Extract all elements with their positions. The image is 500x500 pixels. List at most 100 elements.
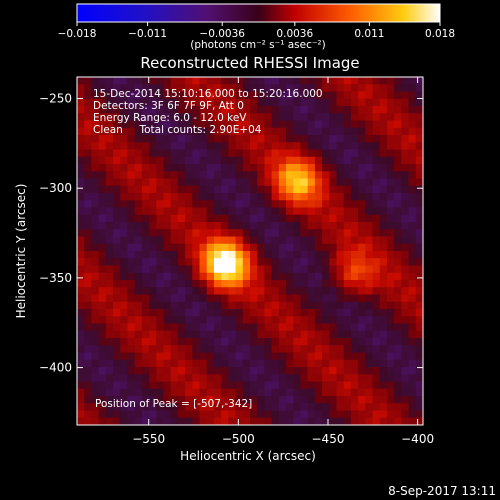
heatmap-cell (206, 330, 215, 339)
heatmap-cell (257, 417, 266, 425)
heatmap-cell (235, 396, 244, 404)
heatmap-cell (379, 388, 388, 397)
heatmap-cell (156, 164, 165, 172)
heatmap-cell (199, 323, 208, 332)
heatmap-cell (278, 330, 287, 339)
heatmap-cell (77, 185, 85, 194)
heatmap-cell (379, 352, 388, 361)
heatmap-cell (221, 251, 229, 259)
heatmap-cell (228, 338, 237, 346)
heatmap-cell (300, 127, 309, 136)
heatmap-cell (386, 345, 395, 354)
heatmap-cell (105, 323, 114, 332)
heatmap-cell (286, 185, 294, 194)
heatmap-cell (91, 388, 100, 397)
heatmap-cell (336, 214, 345, 223)
heatmap-cell (149, 309, 157, 317)
heatmap-cell (91, 164, 100, 172)
heatmap-cell (286, 280, 294, 288)
heatmap-cell (156, 91, 165, 100)
heatmap-cell (221, 178, 229, 187)
heatmap-cell (156, 229, 165, 238)
heatmap-cell (120, 309, 129, 317)
heatmap-cell (336, 294, 345, 303)
heatmap-cell (408, 84, 417, 93)
heatmap-cell (141, 106, 150, 114)
heatmap-cell (113, 98, 121, 107)
heatmap-cell (336, 403, 345, 412)
heatmap-cell (228, 200, 237, 209)
heatmap-cell (415, 200, 423, 209)
heatmap-cell (350, 251, 359, 259)
heatmap-cell (386, 135, 395, 143)
heatmap-cell (206, 258, 215, 267)
heatmap-cell (365, 280, 374, 288)
heatmap-cell (242, 98, 251, 107)
heatmap-cell (379, 396, 388, 404)
heatmap-cell (113, 171, 121, 180)
heatmap-cell (257, 127, 266, 136)
heatmap-cell (350, 120, 359, 129)
heatmap-cell (221, 330, 229, 339)
heatmap-cell (250, 323, 258, 332)
heatmap-cell (307, 381, 316, 390)
heatmap-cell (278, 258, 287, 267)
heatmap-cell (278, 185, 287, 194)
heatmap-cell (322, 301, 330, 310)
heatmap-cell (242, 149, 251, 158)
heatmap-cell (386, 164, 395, 172)
heatmap-cell (98, 135, 107, 143)
heatmap-cell (365, 345, 374, 354)
heatmap-cell (401, 294, 410, 303)
heatmap-cell (386, 185, 395, 194)
heatmap-cell (250, 200, 258, 209)
heatmap-cell (77, 106, 85, 114)
heatmap-cell (192, 229, 201, 238)
heatmap-cell (127, 127, 136, 136)
heatmap-cell (235, 236, 244, 245)
heatmap-cell (127, 403, 136, 412)
heatmap-cell (192, 142, 201, 151)
heatmap-cell (257, 294, 266, 303)
heatmap-cell (278, 243, 287, 252)
heatmap-cell (98, 381, 107, 390)
heatmap-cell (278, 178, 287, 187)
heatmap-cell (105, 185, 114, 194)
heatmap-cell (250, 367, 258, 375)
heatmap-cell (379, 381, 388, 390)
heatmap-cell (213, 381, 222, 390)
heatmap-cell (386, 374, 395, 383)
heatmap-cell (264, 330, 273, 339)
heatmap-cell (314, 330, 323, 339)
heatmap-cell (141, 164, 150, 172)
heatmap-cell (91, 396, 100, 404)
heatmap-cell (242, 200, 251, 209)
heatmap-cell (300, 410, 309, 419)
heatmap-cell (177, 280, 186, 288)
heatmap-cell (286, 229, 294, 238)
heatmap-cell (408, 301, 417, 310)
heatmap-cell (206, 207, 215, 216)
heatmap-cell (149, 338, 157, 346)
heatmap-cell (235, 113, 244, 122)
heatmap-cell (213, 91, 222, 100)
heatmap-cell (149, 236, 157, 245)
heatmap-cell (300, 367, 309, 375)
heatmap-cell (120, 258, 129, 267)
heatmap-cell (336, 410, 345, 419)
heatmap-cell (213, 287, 222, 296)
heatmap-cell (113, 272, 121, 281)
heatmap-cell (213, 272, 222, 281)
heatmap-cell (134, 142, 143, 151)
heatmap-cell (307, 127, 316, 136)
heatmap-cell (286, 301, 294, 310)
heatmap-cell (372, 229, 381, 238)
heatmap-cell (149, 352, 157, 361)
heatmap-cell (149, 388, 157, 397)
heatmap-cell (271, 396, 280, 404)
heatmap-cell (379, 207, 388, 216)
heatmap-cell (170, 84, 179, 93)
heatmap-cell (235, 287, 244, 296)
heatmap-cell (394, 135, 402, 143)
heatmap-cell (177, 272, 186, 281)
